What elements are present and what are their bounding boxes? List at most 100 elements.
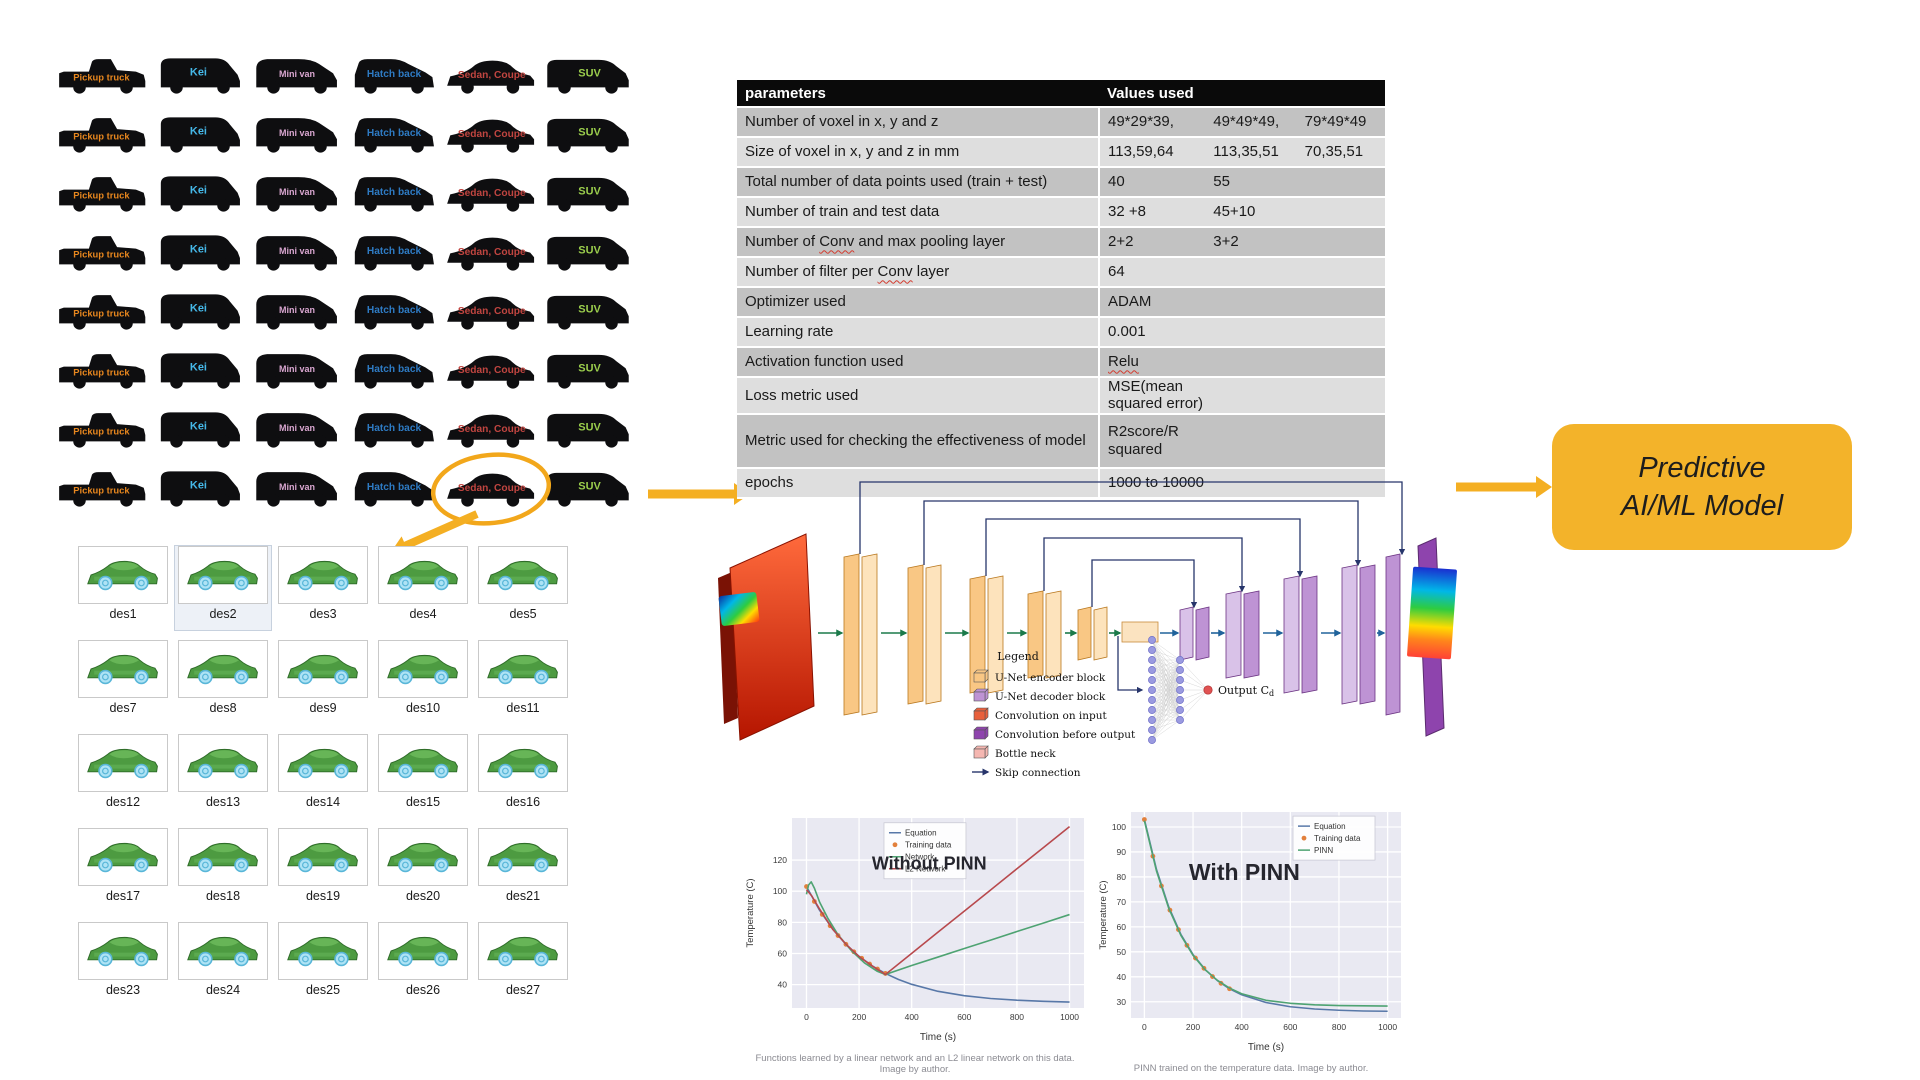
selection-highlight — [391, 452, 552, 555]
skip-connection-icon — [985, 518, 1304, 578]
car-icon-sedan: Sedan, Coupe — [447, 414, 535, 448]
design-label: des3 — [309, 607, 337, 621]
y-tick-label: 40 — [1117, 972, 1127, 982]
design-card — [78, 640, 168, 698]
table-value: 70,35,51 — [1304, 143, 1364, 161]
table-cell-parameter: Number of train and test data — [737, 197, 1100, 228]
car-type-label: Hatch back — [367, 128, 422, 139]
table-value: 64 — [1108, 263, 1125, 281]
green-car-icon — [87, 842, 158, 873]
design-label: des7 — [109, 701, 137, 715]
car-type-label: SUV — [578, 303, 601, 315]
design-label: des10 — [405, 701, 441, 715]
table-value: R2score/R squared — [1108, 423, 1179, 458]
mlp-node-icon — [1148, 666, 1156, 674]
car-silhouette-hatchback: Hatch back — [347, 109, 441, 161]
car-icon-kei: Kei — [160, 353, 240, 389]
car-icon-hatchback: Hatch back — [354, 354, 434, 389]
car-silhouette-kei: Kei — [153, 286, 247, 338]
car-silhouette-suv: SUV — [541, 463, 635, 515]
table-header-values: Values used — [1099, 80, 1385, 108]
legend-label: Network — [905, 853, 935, 862]
skip-connection-icon — [1091, 559, 1198, 609]
mlp-node-icon — [1148, 656, 1156, 664]
car-type-label: Sedan, Coupe — [458, 483, 526, 494]
y-tick-label: 60 — [778, 948, 788, 958]
unet-block — [861, 553, 878, 716]
table-cell-parameter: Activation function used — [737, 347, 1100, 378]
design-grid: des1 des2 des3 des4 des5 des7 des8 des9 des10 des… — [75, 546, 575, 1006]
series-line-pinn — [1143, 820, 1388, 1007]
design-card — [178, 734, 268, 792]
x-tick-label: 400 — [1235, 1022, 1249, 1032]
table-value: 113,59,64 — [1108, 143, 1174, 161]
car-icon-sedan: Sedan, Coupe — [447, 355, 535, 389]
car-silhouette-sedan: Sedan, Coupe — [444, 345, 538, 397]
car-icon-kei: Kei — [160, 294, 240, 330]
predictive-model-label-line2: AI/ML Model — [1620, 490, 1784, 522]
x-axis-label: Time (s) — [1248, 1042, 1284, 1053]
legend-label: L2 Network — [905, 865, 946, 874]
green-car-icon — [187, 748, 258, 779]
design-label: des11 — [506, 701, 540, 715]
x-tick-label: 200 — [1186, 1022, 1200, 1032]
flow-arrow-1-icon — [648, 483, 750, 505]
y-tick-label: 100 — [773, 886, 787, 896]
green-car-icon — [387, 748, 458, 779]
y-tick-label: 80 — [1117, 872, 1127, 882]
design-label: des25 — [305, 983, 341, 997]
car-type-label: Mini van — [279, 423, 315, 433]
car-type-label: Hatch back — [367, 423, 422, 434]
car-type-label: Mini van — [279, 482, 315, 492]
green-car-icon — [487, 748, 558, 779]
x-tick-label: 200 — [852, 1012, 866, 1022]
car-icon-suv: SUV — [547, 118, 629, 153]
car-type-label: Pickup truck — [73, 248, 130, 259]
table-value: 45+10 — [1213, 203, 1256, 221]
design-card — [278, 828, 368, 886]
car-type-label: Mini van — [279, 246, 315, 256]
green-car-icon — [287, 842, 358, 873]
design-thumbnail-des9: des9 — [275, 640, 371, 724]
car-icon-sedan: Sedan, Coupe — [447, 178, 535, 212]
y-axis-label: Temperature (C) — [745, 878, 756, 947]
unet-block — [1359, 564, 1376, 705]
plot-with-pinn: 0 200 400 600 800 1000 30 40 50 60 70 80 90 100 Time (… — [1095, 806, 1407, 1074]
car-type-label: Pickup truck — [73, 366, 130, 377]
design-label: des27 — [505, 983, 541, 997]
mlp-node-icon — [1176, 706, 1184, 714]
car-type-label: Kei — [190, 303, 207, 315]
table-cell-values: 113,59,64 113,35,51 70,35,51 — [1099, 137, 1385, 168]
car-silhouette-minivan: Mini van — [250, 50, 344, 102]
green-car-icon — [487, 842, 558, 873]
car-silhouette-pickup: Pickup truck — [56, 345, 150, 397]
y-tick-label: 50 — [1117, 947, 1127, 957]
car-type-label: Kei — [190, 421, 207, 433]
car-type-label: Mini van — [279, 364, 315, 374]
car-icon-minivan: Mini van — [256, 236, 337, 271]
green-car-icon — [287, 748, 358, 779]
mlp-node-icon — [1176, 676, 1184, 684]
car-silhouette-minivan: Mini van — [250, 404, 344, 456]
unet-block — [1385, 553, 1401, 716]
table-cell-parameter: Metric used for checking the effectivene… — [737, 413, 1100, 469]
unet-block — [1301, 575, 1318, 694]
car-silhouette-sedan: Sedan, Coupe — [444, 286, 538, 338]
car-type-label: Pickup truck — [73, 130, 130, 141]
car-icon-suv: SUV — [547, 177, 629, 212]
design-card — [378, 828, 468, 886]
car-icon-suv: SUV — [547, 413, 629, 448]
table-row: Number of Conv and max pooling layer 2+2 3… — [737, 227, 1385, 258]
car-silhouette-kei: Kei — [153, 109, 247, 161]
table-value: 55 — [1213, 173, 1230, 191]
car-silhouette-sedan: Sedan, Coupe — [444, 168, 538, 220]
y-tick-label: 80 — [778, 917, 788, 927]
design-thumbnail-des2: des2 — [175, 546, 271, 630]
car-silhouette-suv: SUV — [541, 404, 635, 456]
design-card — [178, 640, 268, 698]
mlp-node-icon — [1148, 686, 1156, 694]
design-thumbnail-des4: des4 — [375, 546, 471, 630]
legend-label: PINN — [1314, 846, 1333, 855]
car-silhouette-pickup: Pickup truck — [56, 463, 150, 515]
design-label: des4 — [409, 607, 437, 621]
